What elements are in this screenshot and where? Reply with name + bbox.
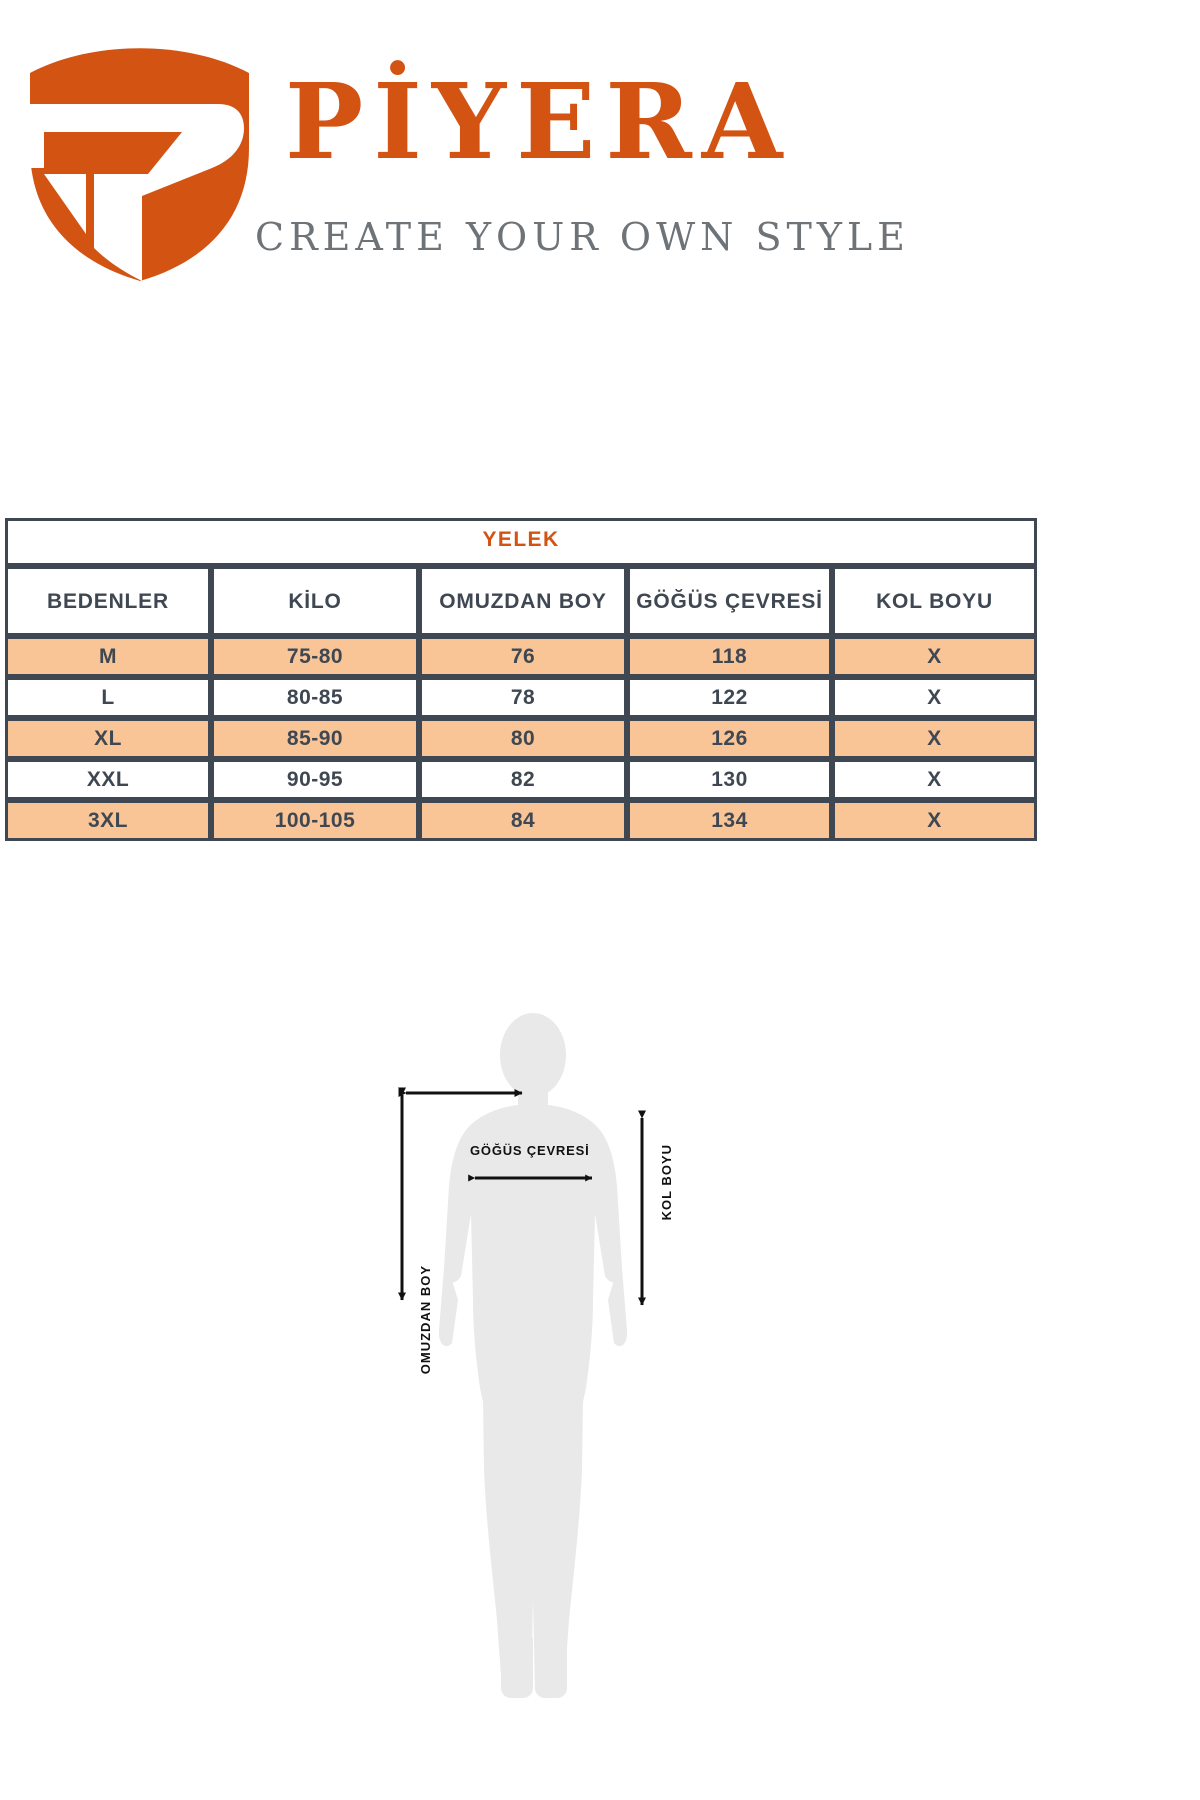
male-body-silhouette-icon xyxy=(398,1013,646,1698)
brand-header: PİYERA CREATE YOUR OWN STYLE xyxy=(0,0,1200,300)
cell-omuzdan-boy: 84 xyxy=(419,800,627,841)
brand-tagline: CREATE YOUR OWN STYLE xyxy=(255,215,910,259)
cell-kilo: 85-90 xyxy=(211,718,419,759)
cell-beden: XL xyxy=(5,718,211,759)
column-header-kilo: KİLO xyxy=(211,566,419,636)
cell-omuzdan-boy: 76 xyxy=(419,636,627,677)
cell-beden: M xyxy=(5,636,211,677)
table-title: YELEK xyxy=(5,518,1038,566)
cell-kilo: 100-105 xyxy=(211,800,419,841)
cell-kol-boyu: X xyxy=(832,636,1038,677)
table-row: XXL 90-95 82 130 X xyxy=(5,759,1038,800)
cell-gogus-cevresi: 118 xyxy=(627,636,832,677)
cell-omuzdan-boy: 80 xyxy=(419,718,627,759)
cell-kol-boyu: X xyxy=(832,759,1038,800)
column-header-omuzdan-boy: OMUZDAN BOY xyxy=(419,566,627,636)
diagram-label-kol-boyu: KOL BOYU xyxy=(659,1144,674,1221)
diagram-label-gogus-cevresi: GÖĞÜS ÇEVRESİ xyxy=(470,1143,590,1158)
cell-kol-boyu: X xyxy=(832,718,1038,759)
cell-kilo: 80-85 xyxy=(211,677,419,718)
table-row: 3XL 100-105 84 134 X xyxy=(5,800,1038,841)
cell-omuzdan-boy: 82 xyxy=(419,759,627,800)
table-title-row: YELEK xyxy=(5,518,1038,566)
size-table-container: YELEK BEDENLER KİLO OMUZDAN BOY GÖĞÜS ÇE… xyxy=(5,518,1038,841)
table-row: L 80-85 78 122 X xyxy=(5,677,1038,718)
column-header-bedenler: BEDENLER xyxy=(5,566,211,636)
cell-beden: XXL xyxy=(5,759,211,800)
table-row: M 75-80 76 118 X xyxy=(5,636,1038,677)
cell-kilo: 90-95 xyxy=(211,759,419,800)
cell-gogus-cevresi: 130 xyxy=(627,759,832,800)
column-header-gogus-cevresi: GÖĞÜS ÇEVRESİ xyxy=(627,566,832,636)
cell-gogus-cevresi: 126 xyxy=(627,718,832,759)
size-table: YELEK BEDENLER KİLO OMUZDAN BOY GÖĞÜS ÇE… xyxy=(5,518,1038,841)
cell-beden: 3XL xyxy=(5,800,211,841)
cell-gogus-cevresi: 122 xyxy=(627,677,832,718)
measurement-diagram: OMUZDAN BOY GÖĞÜS ÇEVRESİ KOL BOYU xyxy=(370,1000,830,1700)
cell-kol-boyu: X xyxy=(832,677,1038,718)
table-row: XL 85-90 80 126 X xyxy=(5,718,1038,759)
cell-kilo: 75-80 xyxy=(211,636,419,677)
cell-kol-boyu: X xyxy=(832,800,1038,841)
brand-wordmark: PİYERA xyxy=(285,60,793,183)
table-header-row: BEDENLER KİLO OMUZDAN BOY GÖĞÜS ÇEVRESİ … xyxy=(5,566,1038,636)
cell-beden: L xyxy=(5,677,211,718)
cell-gogus-cevresi: 134 xyxy=(627,800,832,841)
diagram-label-omuzdan-boy: OMUZDAN BOY xyxy=(418,1265,433,1375)
column-header-kol-boyu: KOL BOYU xyxy=(832,566,1038,636)
piyera-shield-p-icon xyxy=(22,28,257,283)
cell-omuzdan-boy: 78 xyxy=(419,677,627,718)
